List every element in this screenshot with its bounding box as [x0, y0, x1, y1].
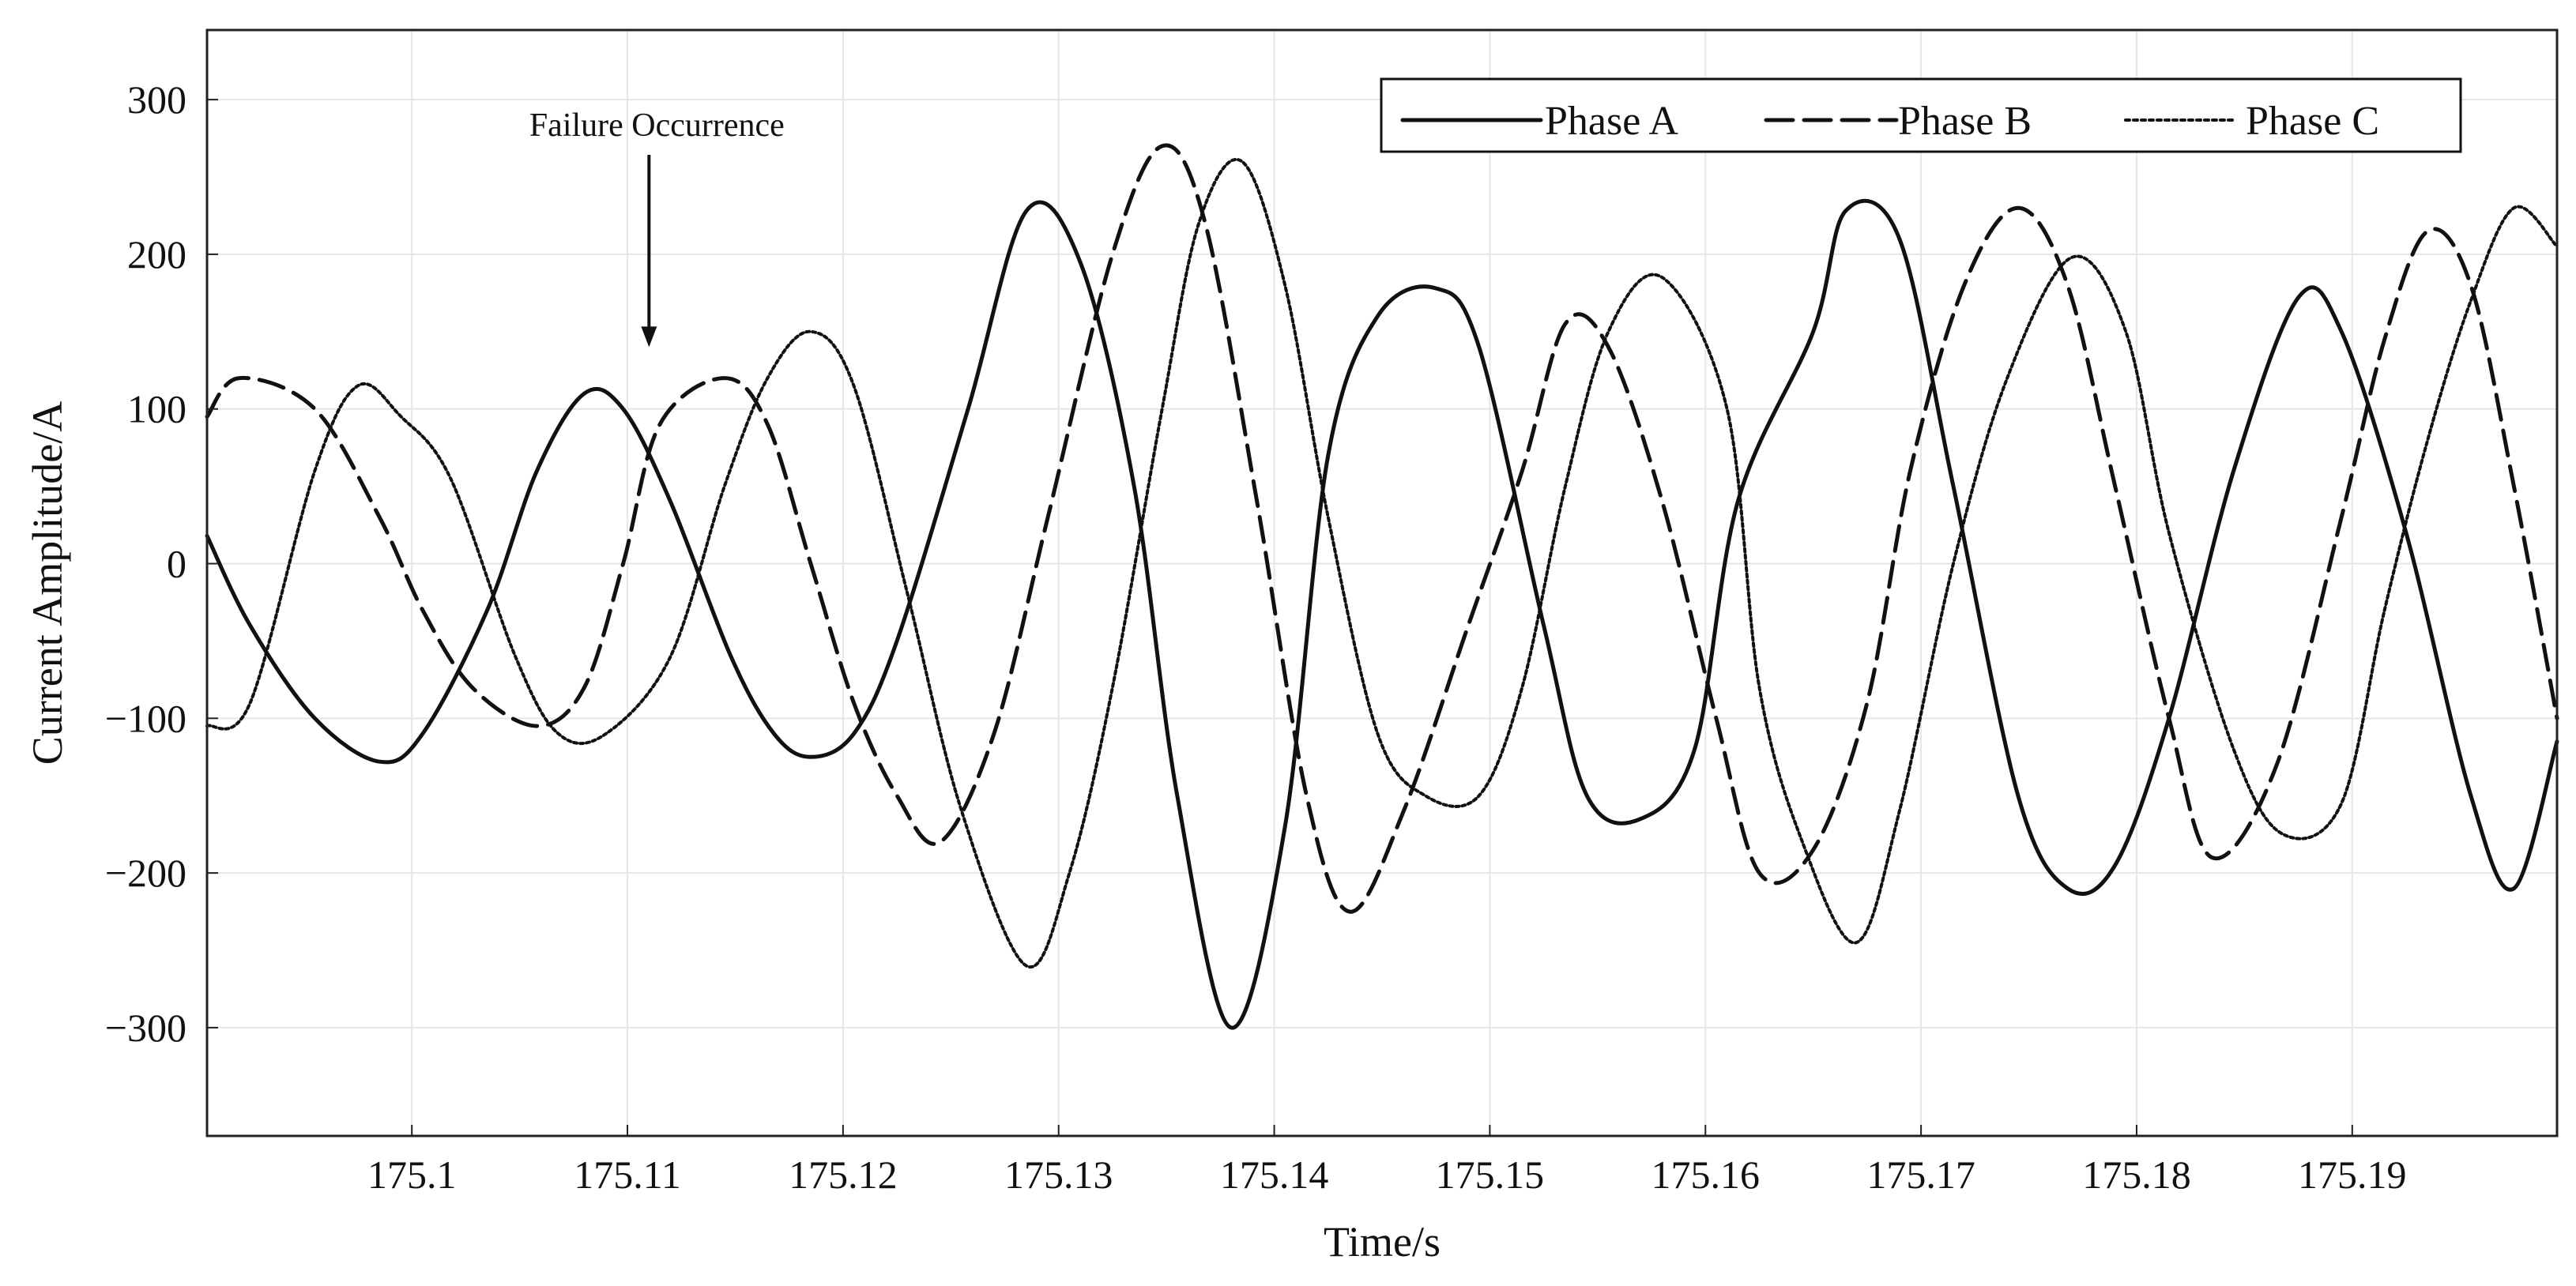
series-line-phase-a — [205, 198, 2559, 1030]
y-tick-label: −100 — [105, 696, 186, 740]
y-tick-label: 300 — [127, 77, 186, 122]
legend: Phase A Phase B Phase C — [1380, 77, 2462, 153]
x-tick-label: 175.11 — [574, 1153, 681, 1197]
y-tick-label: −300 — [105, 1006, 186, 1050]
series-line-phase-b — [205, 143, 2559, 914]
series-layer — [205, 143, 2559, 1030]
x-tick-label: 175.14 — [1220, 1153, 1329, 1197]
legend-label-phase-b: Phase B — [1898, 99, 2032, 144]
x-tick-label: 175.15 — [1436, 1153, 1545, 1197]
x-tick-label: 175.1 — [367, 1153, 457, 1197]
x-axis-title: Time/s — [1324, 1218, 1441, 1265]
annotation-arrow-head — [641, 326, 657, 348]
axis-ticks: 175.1 175.11 175.12 175.13 175.14 175.15 175.1… — [105, 77, 2407, 1197]
series-line-phase-c — [205, 158, 2559, 969]
legend-label-phase-c: Phase C — [2246, 99, 2379, 144]
x-tick-label: 175.18 — [2082, 1153, 2191, 1197]
y-axis-title: Current Amplitude/A — [24, 401, 71, 765]
y-tick-label: 0 — [167, 542, 186, 586]
x-tick-label: 175.13 — [1004, 1153, 1113, 1197]
x-tick-label: 175.17 — [1866, 1153, 1975, 1197]
legend-label-phase-a: Phase A — [1545, 99, 1678, 144]
x-tick-label: 175.16 — [1651, 1153, 1761, 1197]
y-tick-label: 100 — [127, 387, 186, 431]
x-tick-label: 175.19 — [2298, 1153, 2407, 1197]
legend-box — [1380, 77, 2462, 153]
y-tick-label: −200 — [105, 851, 186, 895]
x-tick-label: 175.12 — [789, 1153, 898, 1197]
plot-frame — [205, 28, 2559, 1137]
annotation-label: Failure Occurrence — [529, 107, 785, 144]
failure-annotation: Failure Occurrence — [529, 107, 785, 348]
y-tick-label: 200 — [127, 232, 186, 276]
